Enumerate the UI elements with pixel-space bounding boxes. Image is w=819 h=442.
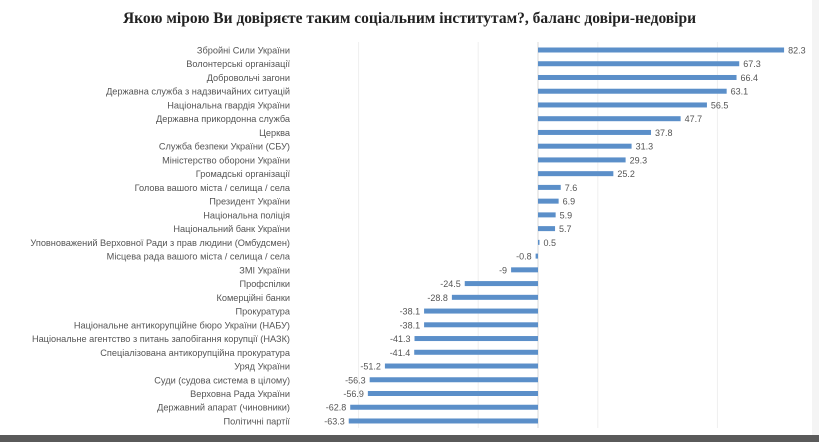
data-label: 0.5 [543,238,556,248]
data-label: -9 [499,265,507,275]
category-label: Комерційні банки [217,293,291,303]
bar [538,157,626,163]
category-label: Громадські організації [196,169,291,179]
category-label: Збройні Сили України [197,46,290,56]
data-label: -63.3 [324,416,345,426]
data-label: 5.9 [560,210,573,220]
data-label: -0.8 [516,252,532,262]
bar [538,74,737,80]
data-label: 7.6 [565,183,578,193]
bar [538,212,556,218]
data-label: 56.5 [711,100,729,110]
bar [414,349,538,355]
data-label: -24.5 [440,279,461,289]
bar [511,267,538,273]
bar [369,377,538,383]
data-label: -41.3 [390,334,411,344]
category-label: Уповноважений Верховної Ради з прав люди… [30,238,290,248]
category-label: Національне агентство з питань запобіган… [32,334,290,344]
category-label: Голова вашого міста / селища / села [135,183,291,193]
bar [451,294,538,300]
data-label: -38.1 [400,307,421,317]
data-label: 37.8 [655,128,673,138]
category-label: Добровольчі загони [207,73,290,83]
data-label: 67.3 [743,59,761,69]
category-label: Державна служба з надзвичайних ситуацій [106,87,290,97]
data-label: 66.4 [741,73,759,83]
bar [538,88,727,94]
category-label: Верховна Рада України [190,389,290,399]
category-label: Профспілки [239,279,290,289]
bar [424,308,538,314]
category-label: Президент України [209,197,290,207]
category-label: Міністерство оборони України [162,155,290,165]
category-label: Уряд України [234,362,290,372]
bar [538,184,561,190]
data-label: 63.1 [731,87,749,97]
data-label: 82.3 [788,46,806,56]
data-label: -38.1 [400,320,421,330]
category-label: Національна гвардія України [167,100,290,110]
category-label: Суди (судова система в цілому) [154,375,290,385]
category-label: Національне антикорупційне бюро України … [74,320,290,330]
bar [414,336,538,342]
data-label: 31.3 [636,142,654,152]
data-label: -62.8 [326,403,347,413]
category-label: Політичні партії [223,416,290,426]
category-label: ЗМІ України [239,265,290,275]
data-label: 29.3 [630,155,648,165]
bar [348,418,538,424]
category-label: Церква [259,128,291,138]
bar [424,322,538,328]
bar [367,391,538,396]
category-label: Прокуратура [236,307,291,317]
bar [384,363,538,369]
data-label: -28.8 [427,293,448,303]
data-label: 5.7 [559,224,572,234]
bar [538,143,632,149]
category-label: Національний банк України [173,224,290,234]
bar [538,226,556,232]
bar [538,129,652,135]
bar [538,239,540,245]
bar [538,116,681,122]
data-label: 6.9 [563,197,576,207]
bar [538,171,614,177]
chart-title: Якою мірою Ви довіряєте таким соціальним… [122,10,697,27]
category-label: Державний апарат (чиновники) [157,403,290,413]
bar [538,61,740,67]
bar [535,253,538,259]
category-label: Місцева рада вашого міста / селища / сел… [107,252,291,262]
category-label: Спеціалізована антикорупційна прокуратур… [100,348,291,358]
data-label: -56.9 [343,389,364,399]
data-label: 47.7 [685,114,703,124]
data-label: 25.2 [617,169,635,179]
window-edge [812,0,819,435]
bar [538,102,707,108]
category-label: Волонтерські організації [186,59,290,69]
category-label: Національна поліція [203,210,290,220]
bar [464,281,538,287]
data-label: -41.4 [390,348,411,358]
data-label: -56.3 [345,375,366,385]
category-label: Державна прикордонна служба [156,114,291,124]
bar [538,47,785,53]
bar [538,198,559,204]
data-label: -51.2 [360,362,381,372]
category-label: Служба безпеки України (СБУ) [159,142,290,152]
bar [350,404,538,410]
bottom-bar [0,435,819,442]
